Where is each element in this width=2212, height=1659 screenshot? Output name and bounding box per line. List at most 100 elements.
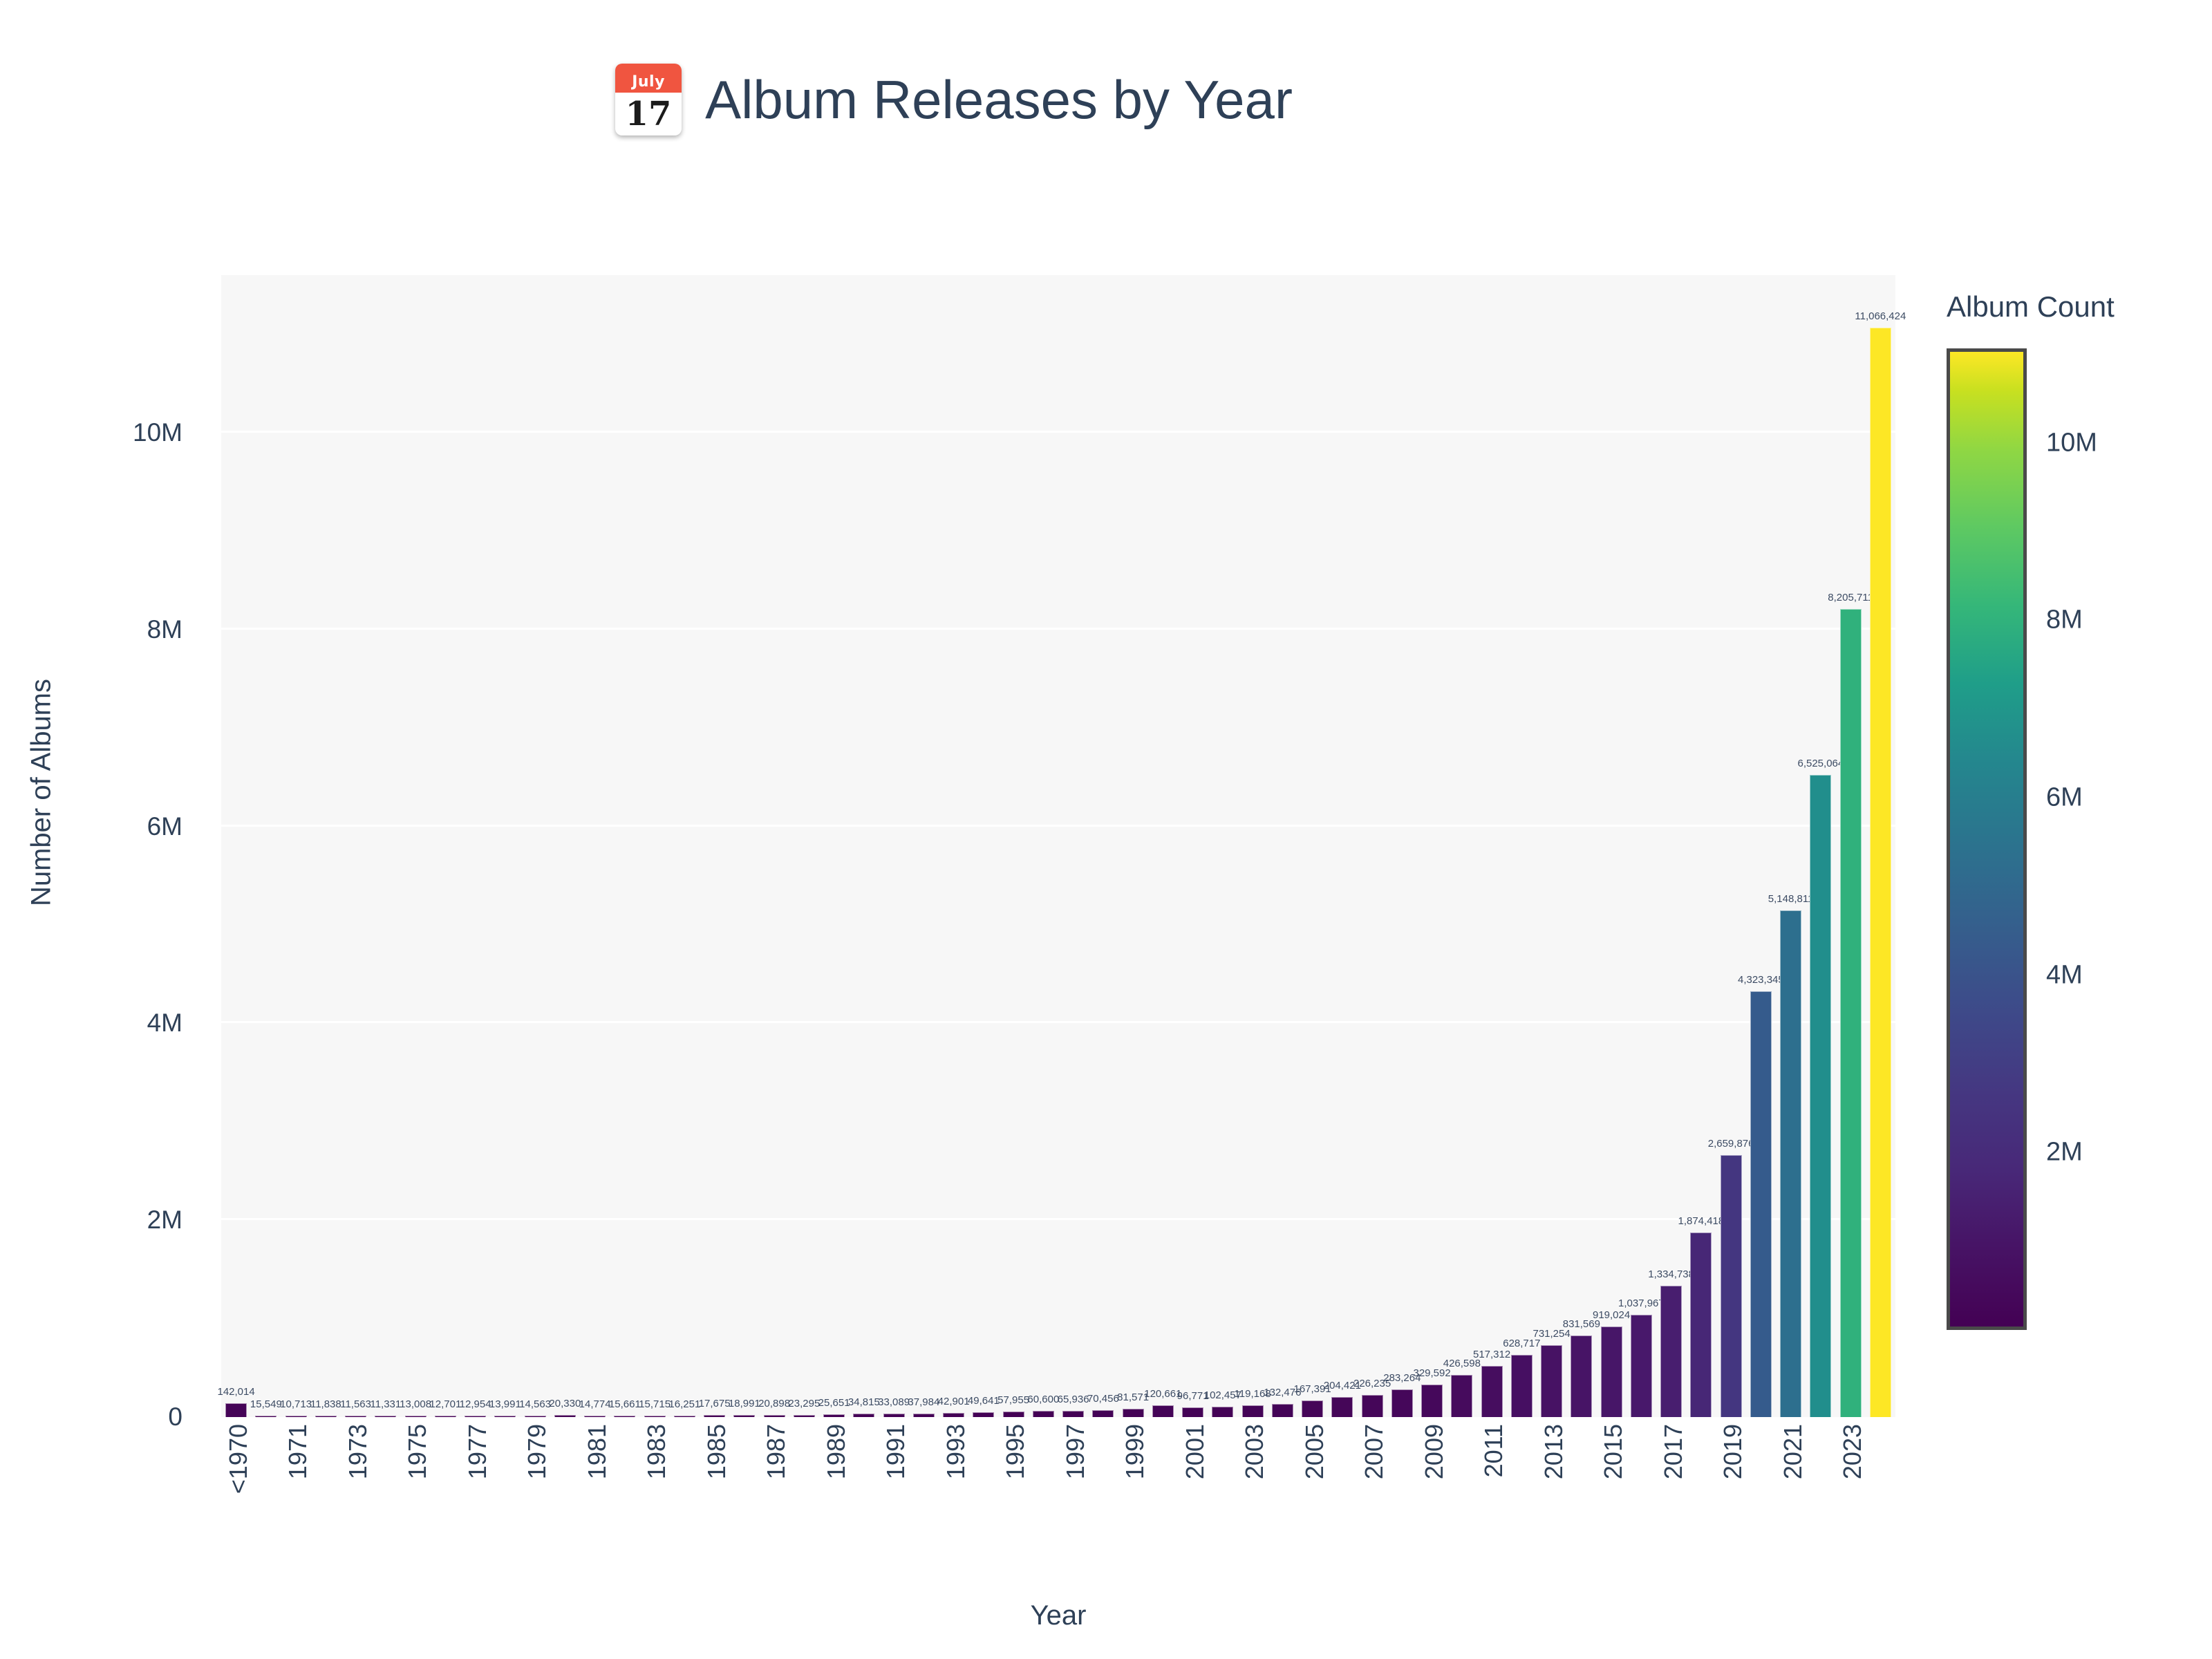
- bar-slot[interactable]: 11,331: [370, 275, 401, 1417]
- bar[interactable]: [1002, 1411, 1024, 1417]
- bar[interactable]: [315, 1416, 337, 1417]
- bar[interactable]: [883, 1414, 905, 1417]
- bar[interactable]: [524, 1415, 546, 1417]
- bar-slot[interactable]: 11,066,424: [1855, 275, 1906, 1417]
- bar[interactable]: [1690, 1232, 1712, 1417]
- bar-slot[interactable]: 70,456: [1087, 275, 1119, 1417]
- bar[interactable]: [973, 1412, 995, 1417]
- bar[interactable]: [1541, 1344, 1563, 1417]
- bar-slot[interactable]: 731,254: [1533, 275, 1571, 1417]
- bar-slot[interactable]: 6,525,064: [1797, 275, 1844, 1417]
- bar[interactable]: [1481, 1366, 1503, 1417]
- bar-slot[interactable]: 11,563: [340, 275, 371, 1417]
- bar-slot[interactable]: 1,874,418: [1678, 275, 1724, 1417]
- bar-slot[interactable]: 283,264: [1383, 275, 1421, 1417]
- bar-slot[interactable]: 628,717: [1503, 275, 1540, 1417]
- bar[interactable]: [1062, 1410, 1085, 1417]
- bar-slot[interactable]: 18,991: [729, 275, 760, 1417]
- bar-slot[interactable]: 13,008: [400, 275, 431, 1417]
- bar[interactable]: [1092, 1409, 1114, 1417]
- bar[interactable]: [1451, 1375, 1473, 1417]
- bar[interactable]: [644, 1415, 666, 1417]
- bar[interactable]: [285, 1416, 307, 1417]
- bar-slot[interactable]: 11,838: [310, 275, 341, 1417]
- bar[interactable]: [1331, 1396, 1353, 1417]
- bar[interactable]: [614, 1415, 636, 1417]
- bar-slot[interactable]: 1,334,738: [1648, 275, 1694, 1417]
- bar-slot[interactable]: 15,661: [609, 275, 641, 1417]
- bar-slot[interactable]: 23,295: [788, 275, 820, 1417]
- bar-slot[interactable]: 102,457: [1204, 275, 1241, 1417]
- bar-slot[interactable]: 517,312: [1473, 275, 1510, 1417]
- bar[interactable]: [1510, 1355, 1533, 1417]
- bar-slot[interactable]: 33,089: [878, 275, 910, 1417]
- bar[interactable]: [1032, 1411, 1054, 1417]
- bar[interactable]: [1361, 1394, 1383, 1417]
- bar[interactable]: [1122, 1409, 1144, 1417]
- bar-slot[interactable]: 132,476: [1264, 275, 1301, 1417]
- bar-slot[interactable]: 1,037,967: [1618, 275, 1665, 1417]
- bar-slot[interactable]: 12,954: [460, 275, 491, 1417]
- bar[interactable]: [763, 1415, 785, 1417]
- bar-slot[interactable]: 426,598: [1443, 275, 1481, 1417]
- bar-slot[interactable]: 831,569: [1563, 275, 1600, 1417]
- bar-slot[interactable]: 37,984: [908, 275, 939, 1417]
- bar-slot[interactable]: 96,771: [1177, 275, 1209, 1417]
- bar-slot[interactable]: 81,571: [1117, 275, 1149, 1417]
- bar[interactable]: [1720, 1155, 1742, 1417]
- bar[interactable]: [225, 1403, 247, 1417]
- bar[interactable]: [823, 1414, 845, 1417]
- bar-slot[interactable]: 5,148,811: [1768, 275, 1813, 1417]
- bar[interactable]: [494, 1416, 516, 1417]
- bar-slot[interactable]: 42,901: [938, 275, 970, 1417]
- bar-slot[interactable]: 329,592: [1413, 275, 1451, 1417]
- bar[interactable]: [255, 1415, 277, 1417]
- bar-slot[interactable]: 119,168: [1235, 275, 1271, 1417]
- bar-slot[interactable]: 16,251: [668, 275, 700, 1417]
- bar-slot[interactable]: 14,563: [519, 275, 551, 1417]
- bar[interactable]: [1810, 774, 1832, 1417]
- bar[interactable]: [1152, 1405, 1174, 1417]
- bar[interactable]: [1630, 1315, 1652, 1417]
- bar-slot[interactable]: 2,659,876: [1708, 275, 1754, 1417]
- bar-slot[interactable]: 25,651: [818, 275, 850, 1417]
- bar[interactable]: [1839, 609, 1862, 1417]
- bar-slot[interactable]: 919,024: [1593, 275, 1630, 1417]
- bar[interactable]: [1869, 328, 1891, 1417]
- bar-slot[interactable]: 57,955: [997, 275, 1029, 1417]
- bar[interactable]: [1241, 1405, 1264, 1417]
- bar[interactable]: [704, 1415, 726, 1417]
- bar[interactable]: [404, 1416, 427, 1417]
- bar[interactable]: [554, 1415, 576, 1417]
- bar[interactable]: [1212, 1407, 1234, 1417]
- bar[interactable]: [1780, 910, 1802, 1417]
- bar-slot[interactable]: 10,713: [280, 275, 312, 1417]
- bar-slot[interactable]: 15,549: [250, 275, 282, 1417]
- bar-slot[interactable]: 14,774: [579, 275, 611, 1417]
- bar-slot[interactable]: 17,675: [699, 275, 731, 1417]
- bar[interactable]: [912, 1413, 935, 1417]
- bar-slot[interactable]: 142,014: [217, 275, 255, 1417]
- bar[interactable]: [793, 1414, 815, 1417]
- bar-slot[interactable]: 12,701: [429, 275, 461, 1417]
- bar[interactable]: [1600, 1327, 1622, 1417]
- bar[interactable]: [1571, 1335, 1593, 1417]
- bar-slot[interactable]: 34,815: [848, 275, 880, 1417]
- bar-slot[interactable]: 167,391: [1293, 275, 1331, 1417]
- bar[interactable]: [1182, 1407, 1204, 1417]
- bar-slot[interactable]: 120,661: [1144, 275, 1181, 1417]
- bar[interactable]: [733, 1415, 756, 1417]
- bar[interactable]: [1302, 1400, 1324, 1417]
- bar-slot[interactable]: 60,600: [1027, 275, 1059, 1417]
- bar[interactable]: [465, 1416, 487, 1417]
- bar-slot[interactable]: 8,205,711: [1828, 275, 1873, 1417]
- bar[interactable]: [584, 1415, 606, 1417]
- bar-slot[interactable]: 13,991: [489, 275, 521, 1417]
- bar-slot[interactable]: 20,330: [549, 275, 581, 1417]
- bar-slot[interactable]: 49,641: [968, 275, 1000, 1417]
- bar[interactable]: [673, 1415, 695, 1417]
- bar[interactable]: [1421, 1385, 1443, 1417]
- bar-slot[interactable]: 226,235: [1353, 275, 1391, 1417]
- bar[interactable]: [943, 1412, 965, 1417]
- bar[interactable]: [375, 1416, 397, 1417]
